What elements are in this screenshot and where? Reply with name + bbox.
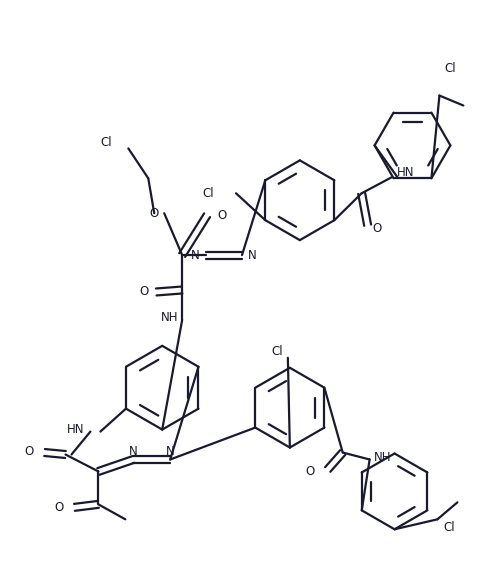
Text: N: N (248, 249, 257, 262)
Text: N: N (192, 249, 200, 262)
Text: Cl: Cl (101, 136, 113, 149)
Text: O: O (139, 286, 148, 299)
Text: O: O (306, 465, 315, 478)
Text: Cl: Cl (271, 345, 283, 358)
Text: N: N (166, 445, 174, 458)
Text: O: O (149, 207, 158, 220)
Text: HN: HN (67, 423, 84, 436)
Text: O: O (54, 501, 64, 514)
Text: N: N (129, 445, 137, 458)
Text: Cl: Cl (444, 521, 455, 534)
Text: NH: NH (160, 311, 178, 324)
Text: O: O (217, 209, 226, 222)
Text: O: O (373, 222, 382, 234)
Text: NH: NH (374, 451, 391, 464)
Text: Cl: Cl (445, 62, 456, 75)
Text: HN: HN (397, 166, 414, 179)
Text: Cl: Cl (203, 187, 214, 200)
Text: O: O (24, 445, 34, 458)
